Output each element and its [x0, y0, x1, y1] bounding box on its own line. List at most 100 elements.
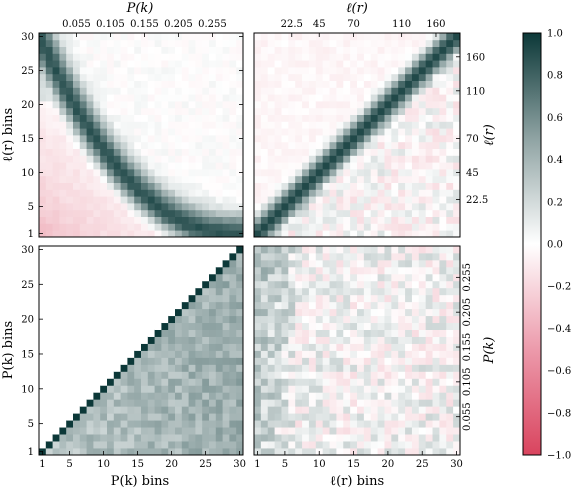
- heatmap-cell: [254, 209, 262, 217]
- heatmap-cell: [52, 121, 60, 129]
- heatmap-cell: [79, 39, 87, 47]
- heatmap-cell: [175, 80, 183, 88]
- heatmap-cell: [39, 114, 47, 122]
- heatmap-cell: [398, 175, 406, 183]
- heatmap-cell: [222, 107, 230, 115]
- heatmap-cell: [215, 128, 223, 136]
- heatmap-cell: [446, 329, 454, 337]
- heatmap-cell: [134, 259, 142, 268]
- heatmap-cell: [384, 182, 392, 190]
- heatmap-cell: [322, 46, 330, 54]
- heatmap-cell: [93, 141, 101, 149]
- heatmap-cell: [260, 107, 269, 115]
- heatmap-cell: [66, 413, 74, 421]
- heatmap-cell: [209, 343, 217, 351]
- heatmap-cell: [39, 209, 47, 217]
- heatmap-cell: [52, 101, 60, 109]
- heatmap-cell: [39, 378, 47, 386]
- heatmap-cell: [377, 60, 385, 68]
- heatmap-cell: [439, 246, 447, 254]
- heatmap-cell: [439, 329, 447, 337]
- heatmap-cell: [411, 107, 420, 115]
- heatmap-cell: [315, 308, 324, 317]
- heatmap-cell: [120, 273, 128, 282]
- heatmap-cell: [175, 266, 183, 275]
- heatmap-cell: [161, 209, 169, 217]
- heatmap-cell: [107, 336, 115, 344]
- heatmap-cell: [147, 203, 155, 211]
- heatmap-cell: [411, 169, 420, 177]
- heatmap-cell: [127, 336, 135, 344]
- heatmap-cell: [453, 162, 461, 170]
- heatmap-cell: [439, 87, 447, 95]
- heatmap-cell: [439, 259, 447, 268]
- heatmap-cell: [308, 434, 317, 442]
- heatmap-cell: [93, 223, 101, 231]
- heatmap-cell: [315, 135, 324, 143]
- heatmap-cell: [202, 350, 210, 358]
- heatmap-cell: [93, 357, 101, 365]
- heatmap-cell: [288, 128, 296, 136]
- heatmap-cell: [260, 196, 269, 204]
- heatmap-cell: [336, 141, 344, 149]
- heatmap-cell: [363, 80, 372, 88]
- heatmap-cell: [141, 182, 149, 190]
- heatmap-cell: [161, 60, 169, 68]
- heatmap-cell: [391, 434, 399, 442]
- heatmap-cell: [425, 399, 433, 407]
- heatmap-cell: [370, 141, 378, 149]
- heatmap-cell: [274, 182, 282, 190]
- heatmap-cell: [350, 301, 358, 310]
- heatmap-cell: [308, 189, 317, 197]
- heatmap-cell: [107, 343, 115, 351]
- heatmap-cell: [411, 128, 420, 136]
- heatmap-cell: [453, 67, 461, 75]
- heatmap-cell: [59, 203, 67, 211]
- heatmap-cell: [411, 441, 420, 449]
- heatmap-cell: [79, 223, 87, 231]
- heatmap-cell: [113, 203, 121, 211]
- heatmap-cell: [79, 413, 87, 421]
- heatmap-cell: [418, 33, 427, 41]
- heatmap-cell: [100, 315, 108, 324]
- heatmap-cell: [120, 350, 128, 358]
- heatmap-cell: [79, 107, 87, 115]
- heatmap-cell: [357, 39, 365, 47]
- heatmap-cell: [39, 73, 47, 81]
- heatmap-cell: [45, 203, 53, 211]
- heatmap-cell: [411, 155, 420, 163]
- heatmap-cell: [411, 246, 420, 254]
- heatmap-cell: [161, 203, 169, 211]
- heatmap-cell: [209, 399, 217, 407]
- heatmap-cell: [254, 169, 262, 177]
- heatmap-cell: [147, 385, 155, 393]
- heatmap-cell: [100, 148, 108, 156]
- heatmap-cell: [446, 141, 454, 149]
- heatmap-cell: [357, 33, 365, 41]
- heatmap-cell: [405, 329, 413, 337]
- heatmap-cell: [350, 364, 358, 372]
- heatmap-cell: [86, 378, 94, 386]
- heatmap-cell: [343, 343, 351, 351]
- heatmap-cell: [432, 246, 440, 254]
- heatmap-cell: [288, 46, 296, 54]
- heatmap-cell: [181, 141, 189, 149]
- heatmap-cell: [120, 87, 128, 95]
- heatmap-cell: [195, 399, 203, 407]
- heatmap-cell: [363, 60, 372, 68]
- heatmap-cell: [288, 336, 296, 344]
- heatmap-cell: [391, 148, 399, 156]
- heatmap-cell: [168, 189, 176, 197]
- heatmap-cell: [384, 135, 392, 143]
- heatmap-cell: [73, 175, 81, 183]
- heatmap-cell: [86, 169, 94, 177]
- heatmap-cell: [202, 259, 210, 268]
- heatmap-cell: [391, 280, 399, 289]
- heatmap-cell: [357, 259, 365, 268]
- heatmap-cell: [236, 378, 244, 386]
- heatmap-cell: [175, 175, 183, 183]
- heatmap-cell: [336, 413, 344, 421]
- y-tick-label: 5: [28, 419, 34, 430]
- heatmap-cell: [315, 73, 324, 81]
- heatmap-cell: [343, 114, 351, 122]
